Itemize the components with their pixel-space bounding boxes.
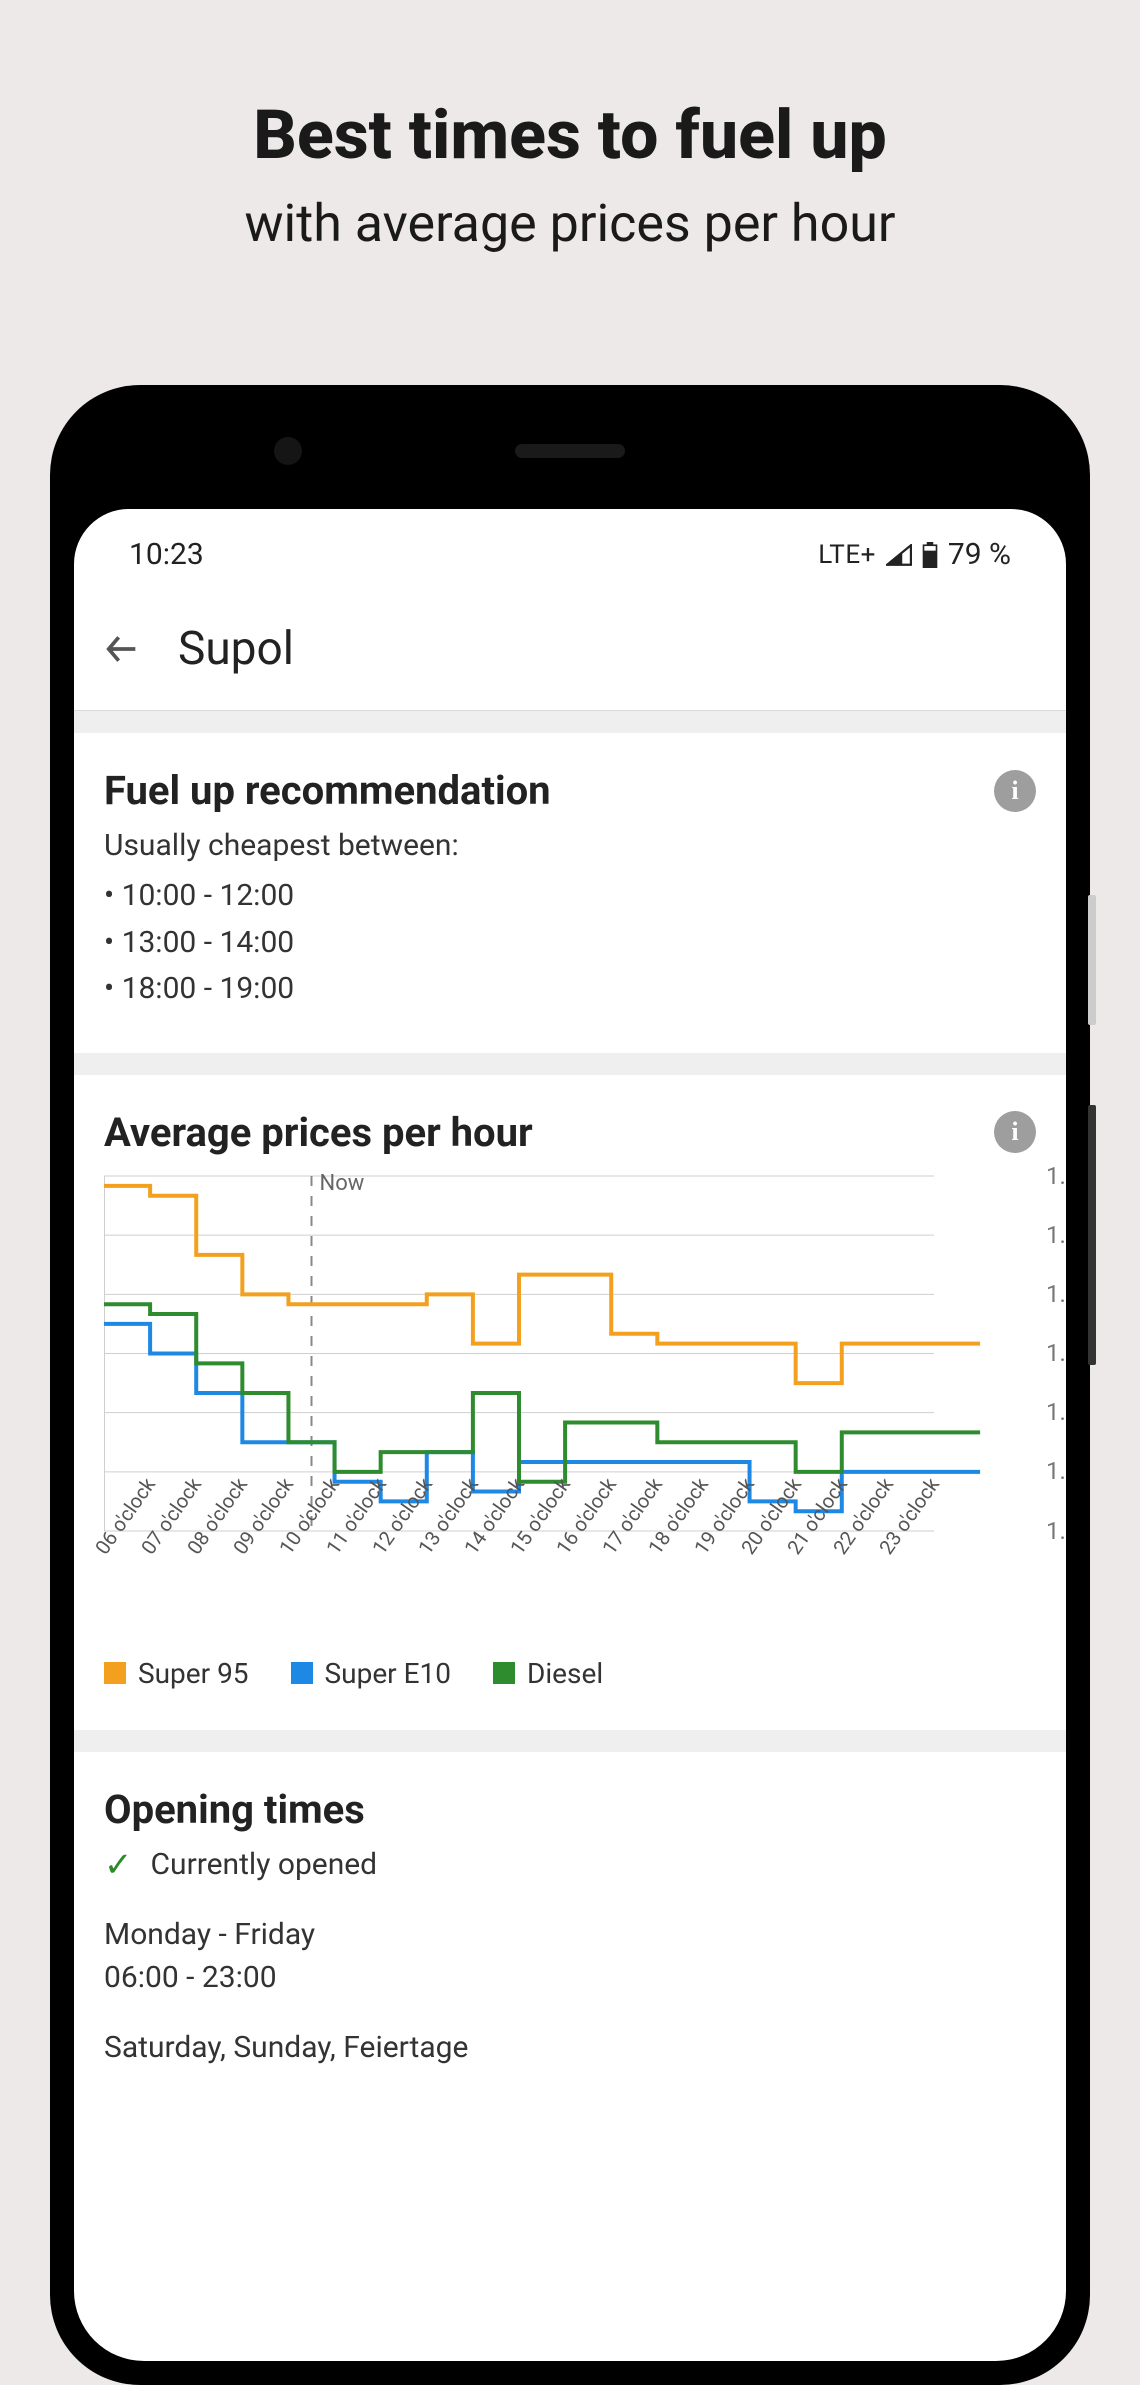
promo-subtitle: with average prices per hour: [0, 193, 1140, 254]
opening-hours-block: Saturday, Sunday, Feiertage: [104, 2026, 1036, 2070]
legend-swatch: [104, 1662, 126, 1684]
recommendation-card: Fuel up recommendation i Usually cheapes…: [74, 711, 1066, 1053]
chart-title: Average prices per hour: [104, 1109, 533, 1156]
app-title: Supol: [178, 622, 294, 676]
phone-camera: [274, 437, 302, 465]
chart-card: Average prices per hour i Now 1.83 1.80 1.…: [74, 1053, 1066, 1730]
opening-hours-block: Monday - Friday06:00 - 23:00: [104, 1913, 1036, 2000]
y-tick-label: 1.74: [1046, 1339, 1066, 1367]
legend-item: Super 95: [104, 1657, 249, 1690]
y-tick-label: 1.68: [1046, 1457, 1066, 1485]
recommendation-list: 10:00 - 12:0013:00 - 14:0018:00 - 19:00: [104, 873, 1036, 1013]
status-bar: 10:23 LTE+ 79 %: [74, 509, 1066, 590]
recommendation-slot: 13:00 - 14:00: [104, 920, 1036, 967]
status-battery: 79 %: [948, 537, 1011, 572]
legend-label: Super 95: [138, 1657, 249, 1690]
opening-title: Opening times: [104, 1786, 365, 1833]
y-tick-label: 1.71: [1046, 1398, 1066, 1426]
legend-label: Super E10: [325, 1657, 451, 1690]
battery-icon: [922, 542, 938, 568]
back-arrow-icon[interactable]: [102, 629, 142, 669]
legend-item: Diesel: [493, 1657, 603, 1690]
phone-side-button: [1088, 895, 1096, 1025]
legend-item: Super E10: [291, 1657, 451, 1690]
legend-swatch: [493, 1662, 515, 1684]
legend-swatch: [291, 1662, 313, 1684]
recommendation-subtitle: Usually cheapest between:: [104, 828, 1036, 863]
opening-times-card: Opening times ✓ Currently opened Monday …: [74, 1730, 1066, 2136]
y-tick-label: 1.65: [1046, 1517, 1066, 1545]
phone-side-button: [1088, 1105, 1096, 1365]
info-icon[interactable]: i: [994, 1111, 1036, 1153]
y-tick-label: 1.80: [1046, 1221, 1066, 1249]
check-icon: ✓: [104, 1845, 133, 1885]
status-time: 10:23: [129, 537, 204, 572]
svg-text:Now: Now: [320, 1174, 365, 1196]
app-bar: Supol: [74, 590, 1066, 711]
y-tick-label: 1.83: [1046, 1162, 1066, 1190]
signal-icon: [886, 544, 912, 566]
recommendation-slot: 10:00 - 12:00: [104, 873, 1036, 920]
info-icon[interactable]: i: [994, 770, 1036, 812]
phone-frame: 10:23 LTE+ 79 %: [50, 385, 1090, 2385]
promo-title: Best times to fuel up: [0, 95, 1140, 175]
status-network: LTE+: [818, 540, 876, 570]
phone-speaker: [515, 444, 625, 458]
chart-x-axis: 06 o'clock07 o'clock08 o'clock09 o'clock…: [84, 1537, 1036, 1647]
opening-status: Currently opened: [151, 1847, 378, 1882]
y-tick-label: 1.77: [1046, 1280, 1066, 1308]
phone-screen: 10:23 LTE+ 79 %: [74, 509, 1066, 2361]
recommendation-slot: 18:00 - 19:00: [104, 966, 1036, 1013]
promo-heading: Best times to fuel up with average price…: [0, 0, 1140, 254]
chart-legend: Super 95 Super E10 Diesel: [104, 1657, 1036, 1690]
recommendation-title: Fuel up recommendation: [104, 767, 551, 814]
legend-label: Diesel: [527, 1657, 603, 1690]
